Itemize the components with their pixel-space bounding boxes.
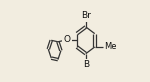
Text: O: O — [63, 35, 70, 44]
Text: Me: Me — [104, 42, 117, 51]
Text: B: B — [83, 60, 89, 69]
Text: Br: Br — [81, 11, 91, 20]
